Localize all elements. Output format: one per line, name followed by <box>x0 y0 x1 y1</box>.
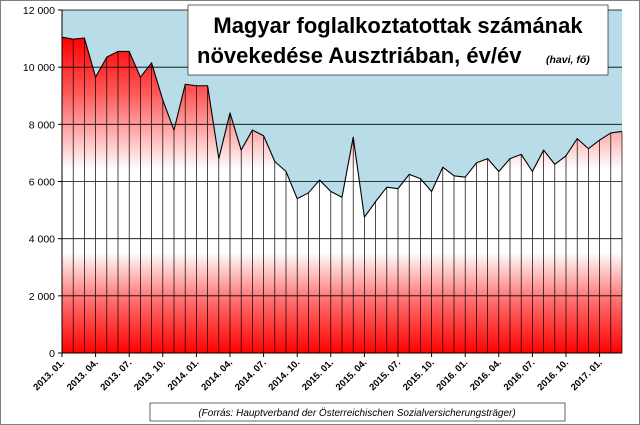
y-tick-label: 6 000 <box>29 177 55 189</box>
series-line <box>61 36 623 218</box>
title-box: Magyar foglalkoztatottak számának növeke… <box>187 4 609 76</box>
y-tick-label: 4 000 <box>29 234 55 246</box>
series-outline-layer <box>61 36 623 218</box>
y-tick-label: 0 <box>49 348 55 360</box>
y-axis: 0 2 000 4 000 6 000 8 000 10 000 12 000 <box>23 5 63 360</box>
y-tick-label: 8 000 <box>29 119 55 131</box>
y-tick-label: 10 000 <box>23 62 55 74</box>
source-box: (Forrás: Hauptverband der Österreichisch… <box>149 402 566 422</box>
y-tick-label: 12 000 <box>23 5 55 17</box>
title-background <box>187 4 609 76</box>
area-layer <box>62 37 622 354</box>
chart-title-line1: Magyar foglalkoztatottak számának <box>213 13 583 38</box>
chart-title-suffix: (havi, fő) <box>546 54 590 66</box>
y-tick-label: 2 000 <box>29 291 55 303</box>
source-background <box>149 402 566 422</box>
chart-title-line2: növekedése Ausztriában, év/év <box>197 43 522 68</box>
source-text: (Forrás: Hauptverband der Österreichisch… <box>198 407 515 419</box>
series-area <box>62 37 622 354</box>
